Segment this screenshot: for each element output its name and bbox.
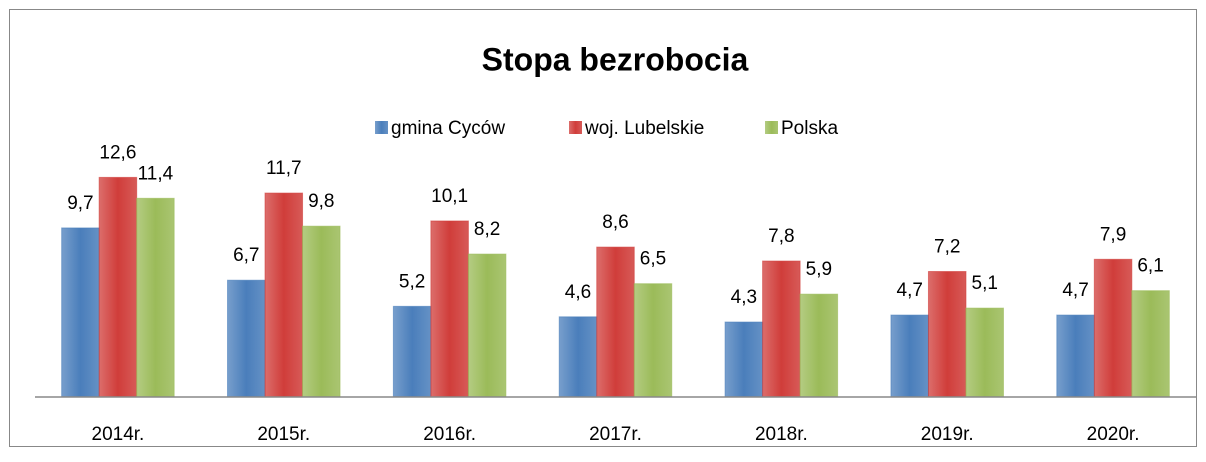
value-label: 11,4 — [138, 163, 174, 184]
bar — [927, 271, 967, 398]
value-label: 5,1 — [972, 273, 998, 294]
bar — [965, 307, 1004, 398]
value-label: 9,7 — [67, 193, 93, 214]
value-label: 9,8 — [308, 191, 334, 212]
bar — [1131, 290, 1170, 398]
legend-label: gmina Cyców — [391, 118, 505, 139]
x-tick-label: 2018r. — [755, 424, 808, 445]
value-label: 8,2 — [474, 219, 500, 240]
value-label: 6,7 — [233, 245, 259, 266]
bar — [392, 305, 432, 398]
x-tick-label: 2020r. — [1087, 424, 1140, 445]
bar — [264, 192, 304, 398]
x-tick-label: 2014r. — [92, 424, 145, 445]
legend-swatch — [375, 121, 388, 134]
chart-title: Stopa bezrobocia — [482, 41, 749, 77]
value-label: 5,2 — [399, 271, 425, 292]
value-label: 7,8 — [768, 226, 794, 247]
x-tick-label: 2019r. — [921, 424, 974, 445]
value-label: 10,1 — [431, 186, 468, 207]
bar — [227, 279, 266, 398]
value-label: 4,7 — [1062, 280, 1088, 301]
bar — [633, 283, 673, 398]
value-label: 7,2 — [934, 237, 960, 258]
legend-label: Polska — [781, 118, 838, 139]
value-label: 11,7 — [266, 158, 302, 179]
legend-label: woj. Lubelskie — [584, 118, 704, 139]
value-label: 4,3 — [731, 287, 757, 308]
value-label: 12,6 — [99, 142, 136, 163]
bar — [724, 321, 764, 398]
x-tick-label: 2015r. — [257, 424, 310, 445]
value-label: 5,9 — [806, 259, 832, 280]
bar — [762, 260, 801, 398]
bar — [430, 220, 469, 398]
bar — [799, 293, 839, 398]
x-tick-label: 2017r. — [589, 424, 642, 445]
value-label: 8,6 — [602, 212, 628, 233]
bar — [467, 253, 507, 398]
value-label: 4,7 — [897, 280, 923, 301]
legend-swatch — [765, 121, 778, 134]
legend-swatch — [569, 121, 582, 134]
value-label: 6,5 — [640, 249, 666, 270]
bar — [558, 316, 598, 398]
value-label: 7,9 — [1100, 224, 1126, 245]
bar — [596, 246, 635, 398]
x-tick-label: 2016r. — [423, 424, 476, 445]
bar — [61, 227, 100, 398]
value-label: 6,1 — [1137, 256, 1163, 277]
bar — [136, 197, 175, 398]
bar — [1093, 258, 1133, 398]
value-label: 4,6 — [565, 282, 591, 303]
bar — [890, 314, 929, 398]
bar — [302, 225, 341, 398]
bar — [1056, 314, 1095, 398]
bar — [98, 176, 138, 398]
